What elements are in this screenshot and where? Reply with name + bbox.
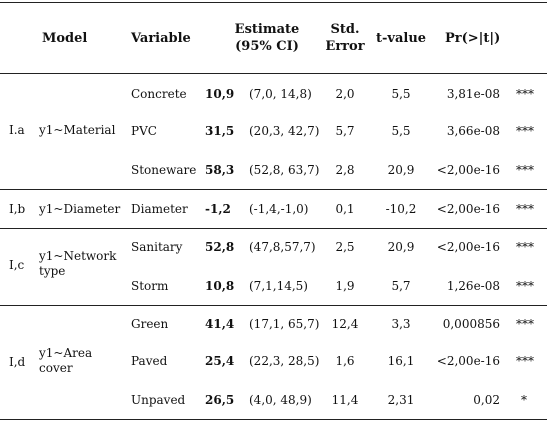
significance-cell: *** [516,163,534,177]
stderr-cell: 2,5 [335,240,355,254]
variable-cell: Stoneware [131,163,197,177]
variable-cell: Storm [131,279,169,293]
estimate-cell: 41,4 [205,317,235,331]
group-model: y1~Diameter [39,202,121,216]
tvalue-cell: 20,9 [387,163,415,177]
ci-cell: (20,3, 42,7) [249,124,320,138]
ci-cell: (47,8,57,7) [249,240,316,254]
group-model-line2: type [39,264,66,278]
pvalue-cell: <2,00e-16 [436,240,500,254]
significance-cell: *** [516,354,534,368]
significance-cell: *** [516,87,534,101]
ci-cell: (-1,4,-1,0) [249,202,309,216]
significance-cell: *** [516,124,534,138]
stderr-cell: 5,7 [335,124,355,138]
variable-cell: Unpaved [131,393,186,407]
pvalue-cell: 0,000856 [442,317,500,331]
significance-cell: *** [516,317,534,331]
stderr-cell: 1,6 [335,354,355,368]
header-model: Model [42,31,88,46]
tvalue-cell: -10,2 [385,202,417,216]
pvalue-cell: <2,00e-16 [436,354,500,368]
group-id: I,c [9,258,25,272]
rule-top [0,2,547,3]
estimate-cell: -1,2 [205,202,231,216]
group-id: I,b [9,202,26,216]
tvalue-cell: 5,5 [391,87,411,101]
stderr-cell: 1,9 [335,279,355,293]
tvalue-cell: 5,7 [391,279,411,293]
group-id: I.a [9,123,25,137]
estimate-cell: 52,8 [205,240,235,254]
ci-cell: (52,8, 63,7) [249,163,320,177]
variable-cell: PVC [131,124,157,138]
variable-cell: Diameter [131,202,188,216]
group-id: I,d [9,355,26,369]
significance-cell: * [521,393,527,407]
header-stderr-2: Error [325,39,365,54]
rule-header [0,73,547,74]
group-model: y1~Area [39,346,93,360]
stderr-cell: 2,0 [335,87,355,101]
stderr-cell: 2,8 [335,163,355,177]
estimate-cell: 31,5 [205,124,235,138]
estimate-cell: 26,5 [205,393,235,407]
significance-cell: *** [516,202,534,216]
header-tvalue: t-value [376,31,427,46]
variable-cell: Green [131,317,169,331]
pvalue-cell: <2,00e-16 [436,202,500,216]
estimate-cell: 10,8 [205,279,235,293]
estimate-cell: 10,9 [205,87,235,101]
significance-cell: *** [516,279,534,293]
rule-group-b [0,228,547,229]
pvalue-cell: 0,02 [473,393,500,407]
rule-bottom [0,419,547,420]
header-variable: Variable [131,31,191,46]
ci-cell: (7,1,14,5) [249,279,308,293]
variable-cell: Sanitary [131,240,183,254]
group-model: y1~Material [39,123,116,137]
header-estimate-ci: (95% CI) [235,39,299,54]
header-stderr: Std. [330,22,360,37]
estimate-cell: 58,3 [205,163,235,177]
tvalue-cell: 3,3 [391,317,411,331]
pvalue-cell: 1,26e-08 [446,279,500,293]
ci-cell: (17,1, 65,7) [249,317,320,331]
pvalue-cell: 3,66e-08 [446,124,500,138]
header-estimate: Estimate [234,22,300,37]
tvalue-cell: 16,1 [387,354,415,368]
stderr-cell: 0,1 [335,202,355,216]
variable-cell: Concrete [131,87,187,101]
header-pvalue: Pr(>|t|) [445,31,501,46]
pvalue-cell: 3,81e-08 [446,87,500,101]
tvalue-cell: 2,31 [387,393,415,407]
group-model-line2: cover [39,361,73,375]
rule-group-a [0,189,547,190]
stderr-cell: 11,4 [331,393,359,407]
rule-group-c [0,305,547,306]
estimate-cell: 25,4 [205,354,235,368]
ci-cell: (7,0, 14,8) [249,87,312,101]
ci-cell: (4,0, 48,9) [249,393,312,407]
ci-cell: (22,3, 28,5) [249,354,320,368]
stderr-cell: 12,4 [331,317,359,331]
variable-cell: Paved [131,354,168,368]
tvalue-cell: 20,9 [387,240,415,254]
significance-cell: *** [516,240,534,254]
pvalue-cell: <2,00e-16 [436,163,500,177]
tvalue-cell: 5,5 [391,124,411,138]
group-model: y1~Network [39,249,117,263]
